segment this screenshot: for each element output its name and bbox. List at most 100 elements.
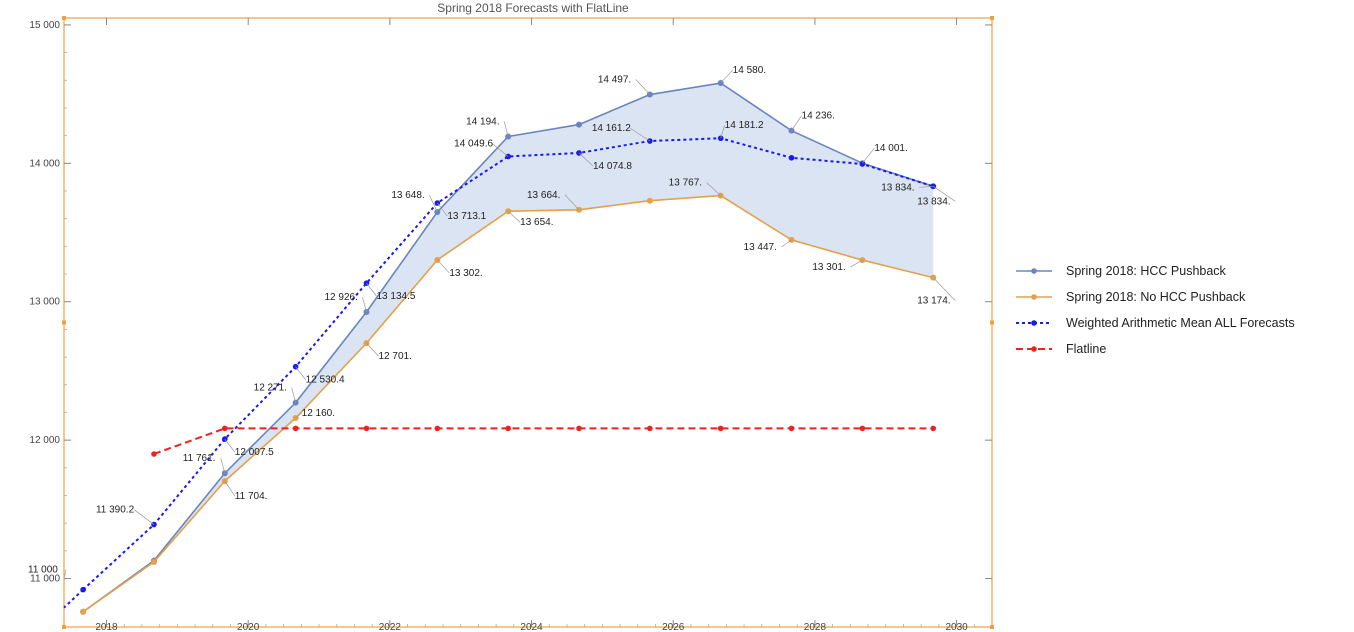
data-point (788, 425, 795, 432)
x-tick-label: 2026 (662, 622, 685, 632)
data-point (505, 425, 511, 432)
data-point (788, 154, 795, 161)
frame-handle (990, 625, 994, 629)
annotation-leader (429, 194, 438, 213)
y-tick-label: 12 000 (29, 435, 60, 446)
x-tick-label: 2022 (379, 622, 402, 632)
annotation-leader (507, 210, 521, 223)
data-label: 14 497. (598, 75, 631, 86)
annotation-leader (366, 282, 377, 297)
annotation-leader (564, 194, 580, 211)
forecast-band (83, 83, 934, 612)
data-label: 13 713.1 (447, 211, 486, 222)
y-tick-label: 13 000 (29, 297, 60, 308)
annotation-leader (491, 143, 509, 157)
series-line-3 (153, 427, 934, 455)
legend-marker (1031, 320, 1037, 326)
annotation-leader (706, 182, 721, 196)
x-tick-label: 2030 (945, 622, 968, 632)
data-label: 11 000 (28, 565, 58, 576)
annotation-leader (862, 147, 875, 164)
annotation-leader (720, 125, 726, 139)
plot-frame (63, 17, 993, 628)
data-label: 13 834. (917, 196, 950, 207)
x-tick-label: 2018 (95, 622, 118, 632)
annotation-leader (220, 458, 226, 474)
legend-label: Spring 2018: HCC Pushback (1066, 264, 1227, 278)
annotation-leader (629, 127, 651, 142)
annotation-leader (295, 366, 306, 380)
data-label: 12 701. (378, 351, 411, 362)
y-tick-label: 15 000 (29, 20, 60, 31)
annotation-leader (791, 115, 802, 131)
data-point (222, 425, 228, 432)
data-point (647, 425, 653, 432)
data-point (434, 425, 441, 432)
data-label: 13 174. (917, 296, 950, 307)
annotation-leader (437, 259, 450, 274)
frame-handle (62, 16, 66, 20)
data-point (717, 425, 724, 432)
data-point (151, 451, 157, 457)
annotation-leader (635, 79, 651, 95)
y-tick-label: 11 000 (30, 574, 60, 585)
annotation-leader (850, 259, 863, 268)
data-label: 14 074.8 (593, 161, 632, 172)
legend-marker (1031, 294, 1037, 300)
data-label: 13 664. (527, 190, 560, 201)
legend: Spring 2018: HCC Pushback Spring 2018: No… (1016, 264, 1295, 356)
data-label: 13 301. (812, 262, 845, 273)
x-tick-label: 2028 (804, 622, 827, 632)
annotation-leader (63, 569, 67, 579)
legend-marker (1031, 268, 1037, 274)
annotation-leader (932, 277, 956, 301)
data-label: 13 654. (520, 217, 553, 228)
annotation-leader (437, 202, 448, 217)
data-point (576, 121, 583, 128)
data-label: 13 447. (744, 242, 777, 253)
legend-label: Flatline (1066, 342, 1106, 356)
frame-handle (990, 16, 994, 20)
data-label: 12 271. (254, 383, 287, 394)
data-label: 13 767. (669, 178, 702, 189)
data-point (363, 425, 370, 432)
data-point (859, 161, 866, 167)
data-label: 12 160. (302, 408, 335, 419)
data-label: 13 134.5 (376, 291, 415, 302)
data-point (576, 425, 582, 432)
data-label: 13 648. (391, 190, 424, 201)
chart-title: Spring 2018 Forecasts with FlatLine (437, 1, 629, 15)
frame-handle (62, 625, 66, 629)
data-point (859, 425, 866, 432)
frame-handle (990, 320, 994, 325)
data-label: 14 049.6 (454, 138, 493, 149)
annotation-leader (224, 438, 236, 453)
data-label: 11 761. (183, 453, 216, 464)
data-point (150, 558, 157, 565)
data-point (80, 608, 87, 615)
annotation-leader (933, 186, 956, 202)
data-point (930, 425, 937, 432)
data-label: 11 390.2 (96, 505, 135, 516)
annotation-leader (781, 239, 792, 248)
data-label: 12 007.5 (235, 447, 274, 458)
data-label: 12 926. (324, 292, 357, 303)
legend-marker (1031, 346, 1037, 352)
annotation-leader (366, 342, 379, 357)
annotation-leader (578, 152, 594, 167)
x-tick-label: 2020 (237, 622, 260, 632)
legend-label: Weighted Arithmetic Mean ALL Forecasts (1066, 316, 1295, 330)
x-tick-label: 2024 (520, 622, 543, 632)
data-point (292, 425, 299, 432)
y-tick-label: 14 000 (29, 158, 60, 169)
data-label: 14 001. (874, 143, 907, 154)
annotation-leader (503, 121, 509, 137)
annotation-leader (362, 296, 367, 313)
data-label: 14 161.2 (592, 123, 631, 134)
data-label: 14 194. (466, 116, 499, 127)
annotation-leader (919, 185, 934, 188)
data-label: 14 181.2 (725, 120, 764, 131)
series-line-extension (63, 588, 84, 609)
annotation-leader (295, 412, 302, 419)
